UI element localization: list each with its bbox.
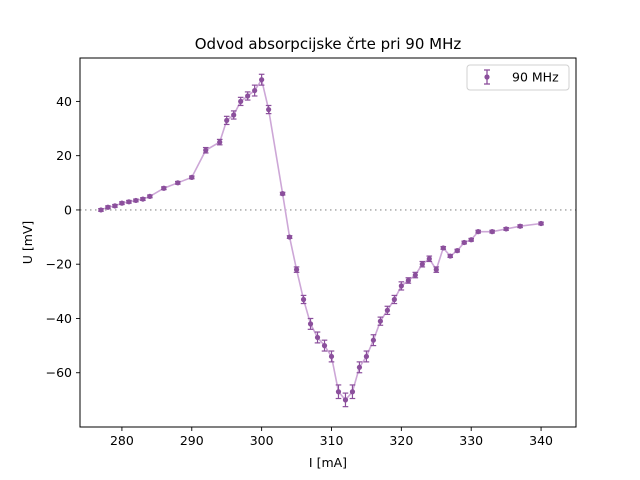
data-point [252, 87, 258, 94]
data-point [224, 117, 230, 124]
data-point [161, 185, 167, 191]
data-point [314, 334, 321, 341]
data-point [461, 239, 467, 246]
data-point [126, 199, 132, 205]
data-point [475, 229, 481, 235]
x-tick-label: 290 [180, 433, 204, 448]
data-point [203, 147, 209, 153]
x-tick-label: 340 [529, 433, 553, 448]
data-point [426, 256, 432, 262]
y-tick-label: 40 [56, 94, 72, 109]
data-point [454, 248, 460, 254]
data-point [538, 220, 544, 227]
data-point [370, 337, 377, 343]
chart-title: Odvod absorpcijske črte pri 90 MHz [195, 35, 462, 53]
legend-marker [484, 74, 490, 80]
data-point [98, 207, 104, 213]
data-point [419, 261, 425, 267]
data-point [245, 93, 251, 99]
data-point [398, 283, 404, 289]
data-point [217, 139, 223, 145]
data-point [349, 389, 356, 395]
legend-label: 90 MHz [512, 70, 559, 85]
data-point [342, 397, 349, 403]
x-axis-ticks: 280 290 300 310 320 330 340 [110, 427, 553, 448]
y-tick-label: −40 [46, 311, 72, 326]
data-point [328, 353, 335, 360]
data-point [468, 237, 474, 243]
x-axis-label: I [mA] [309, 455, 347, 470]
plot-frame [79, 57, 577, 428]
y-tick-label: 0 [64, 202, 72, 217]
legend: 90 MHz [466, 64, 570, 91]
data-point [391, 296, 397, 303]
data-point [384, 307, 390, 313]
data-point [433, 267, 439, 273]
data-point [412, 272, 418, 278]
data-point [147, 193, 153, 199]
data-point [238, 98, 244, 105]
data-point [133, 197, 139, 204]
data-point [300, 296, 307, 303]
x-tick-label: 320 [389, 433, 413, 448]
data-point-layer [98, 77, 544, 403]
y-tick-label: −60 [46, 365, 72, 380]
data-point [175, 180, 181, 186]
data-point [356, 364, 363, 370]
data-point [112, 203, 118, 209]
data-point [363, 353, 370, 360]
data-point [335, 389, 342, 395]
data-point [279, 191, 286, 197]
data-point [307, 321, 314, 327]
data-point [259, 77, 265, 83]
plot-area [80, 58, 576, 427]
y-tick-label: −20 [46, 257, 72, 272]
data-point [266, 106, 272, 113]
data-point [140, 196, 146, 202]
data-point [321, 343, 328, 349]
data-point [440, 245, 446, 251]
x-tick-label: 280 [110, 433, 134, 448]
data-point [286, 234, 293, 240]
y-tick-label: 20 [56, 148, 72, 163]
data-point [503, 226, 509, 232]
x-tick-label: 300 [250, 433, 274, 448]
x-tick-label: 310 [320, 433, 344, 448]
data-point [293, 267, 300, 273]
data-point [377, 318, 383, 324]
y-axis-ticks: −60 −40 −20 0 20 40 [46, 94, 80, 380]
data-point [119, 200, 125, 206]
data-point [189, 174, 195, 180]
data-point [517, 223, 523, 229]
y-axis-label: U [mV] [20, 221, 35, 265]
x-tick-label: 330 [459, 433, 483, 448]
data-point [489, 229, 495, 235]
data-point [447, 253, 453, 259]
data-point [231, 112, 237, 118]
data-point [105, 204, 111, 210]
legend-box [466, 64, 570, 91]
data-point [405, 277, 411, 284]
